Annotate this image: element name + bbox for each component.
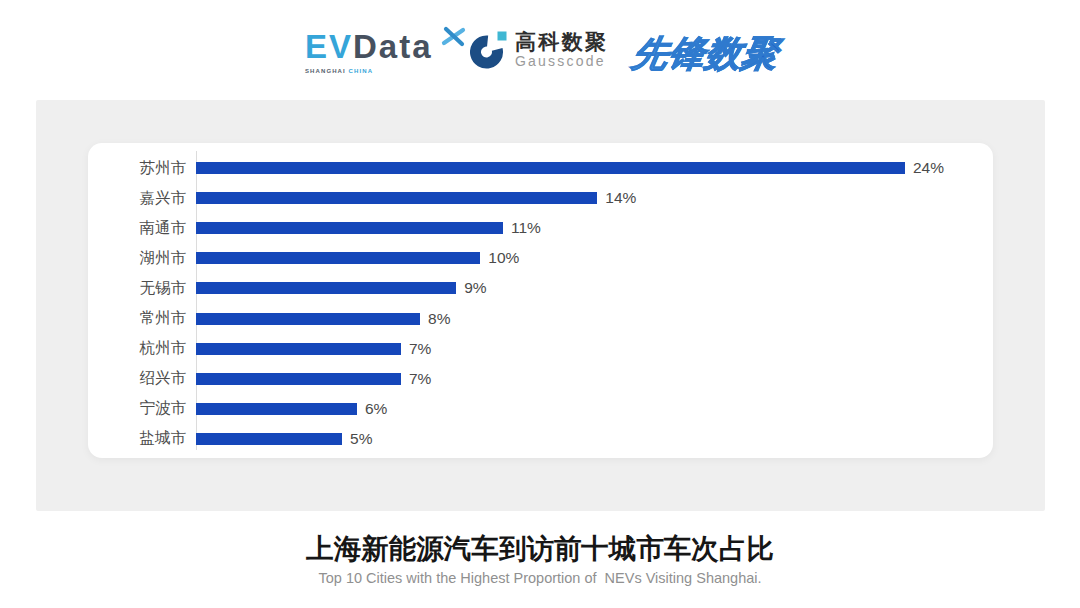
chart-row: 无锡市 9% bbox=[88, 273, 993, 303]
city-label: 盐城市 bbox=[88, 428, 196, 449]
chart-row: 嘉兴市 14% bbox=[88, 183, 993, 213]
header-logos: EVData SHANGHAI CHINA 高科数聚 Gausscode 先锋数… bbox=[0, 0, 1080, 95]
chart-row: 宁波市 6% bbox=[88, 394, 993, 424]
bar bbox=[196, 252, 480, 264]
bar-track: 10% bbox=[196, 249, 993, 267]
chart-row: 湖州市 10% bbox=[88, 243, 993, 273]
city-label: 南通市 bbox=[88, 218, 196, 239]
bar bbox=[196, 282, 456, 294]
value-label: 24% bbox=[913, 159, 944, 177]
value-label: 7% bbox=[409, 340, 431, 358]
bar-track: 7% bbox=[196, 370, 993, 388]
chart-card: 苏州市24%嘉兴市14%南通市11%湖州市10%无锡市9%常州市8%杭州市7%绍… bbox=[88, 143, 993, 458]
city-label: 苏州市 bbox=[88, 158, 196, 179]
chart-row: 杭州市 7% bbox=[88, 334, 993, 364]
bar bbox=[196, 162, 905, 174]
bar-track: 9% bbox=[196, 279, 993, 297]
value-label: 6% bbox=[365, 400, 387, 418]
bar-track: 6% bbox=[196, 400, 993, 418]
evdata-sub-china: CHINA bbox=[349, 68, 374, 74]
gausscode-logo: 高科数聚 Gausscode bbox=[470, 29, 608, 69]
bar-track: 14% bbox=[196, 189, 993, 207]
city-label: 嘉兴市 bbox=[88, 188, 196, 209]
bar bbox=[196, 313, 420, 325]
chart-title: 上海新能源汽车到访前十城市车次占比 bbox=[0, 531, 1080, 567]
chart-subtitle: Top 10 Cities with the Highest Proportio… bbox=[0, 570, 1080, 586]
bar bbox=[196, 343, 401, 355]
city-label: 宁波市 bbox=[88, 398, 196, 419]
bar-track: 7% bbox=[196, 340, 993, 358]
chart-row: 盐城市 5% bbox=[88, 424, 993, 454]
city-label: 湖州市 bbox=[88, 248, 196, 269]
evdata-subtext: SHANGHAI CHINA bbox=[305, 68, 433, 74]
bar-track: 8% bbox=[196, 310, 993, 328]
gausscode-en-text: Gausscode bbox=[515, 54, 608, 69]
evdata-data-text: Data bbox=[353, 28, 433, 65]
bar-chart: 苏州市24%嘉兴市14%南通市11%湖州市10%无锡市9%常州市8%杭州市7%绍… bbox=[88, 153, 993, 454]
bar bbox=[196, 433, 342, 445]
evdata-x-icon bbox=[441, 26, 466, 48]
gausscode-cn-text: 高科数聚 bbox=[515, 30, 608, 53]
bar-track: 5% bbox=[196, 430, 993, 448]
chart-row: 绍兴市 7% bbox=[88, 364, 993, 394]
value-label: 5% bbox=[350, 430, 372, 448]
evdata-logo-text: EVData bbox=[305, 30, 433, 63]
chart-panel: 苏州市24%嘉兴市14%南通市11%湖州市10%无锡市9%常州市8%杭州市7%绍… bbox=[36, 100, 1045, 511]
evdata-sub-shanghai: SHANGHAI bbox=[305, 68, 346, 74]
bar-track: 24% bbox=[196, 159, 993, 177]
city-label: 无锡市 bbox=[88, 278, 196, 299]
bar bbox=[196, 192, 597, 204]
value-label: 8% bbox=[428, 310, 450, 328]
city-label: 常州市 bbox=[88, 308, 196, 329]
bar bbox=[196, 222, 503, 234]
bar bbox=[196, 403, 357, 415]
value-label: 10% bbox=[488, 249, 519, 267]
value-label: 7% bbox=[409, 370, 431, 388]
value-label: 9% bbox=[464, 279, 486, 297]
value-label: 11% bbox=[511, 219, 541, 237]
chart-row: 常州市 8% bbox=[88, 303, 993, 333]
value-label: 14% bbox=[605, 189, 636, 207]
chart-row: 苏州市 24% bbox=[88, 153, 993, 183]
evdata-ev-text: EV bbox=[305, 28, 353, 65]
chart-row: 南通市 11% bbox=[88, 213, 993, 243]
evdata-logo: EVData SHANGHAI CHINA bbox=[305, 30, 433, 74]
gausscode-icon bbox=[470, 29, 508, 69]
city-label: 绍兴市 bbox=[88, 368, 196, 389]
bar-track: 11% bbox=[196, 219, 993, 237]
city-label: 杭州市 bbox=[88, 338, 196, 359]
bar bbox=[196, 373, 401, 385]
pioneer-logo: 先锋数聚 bbox=[628, 30, 783, 79]
